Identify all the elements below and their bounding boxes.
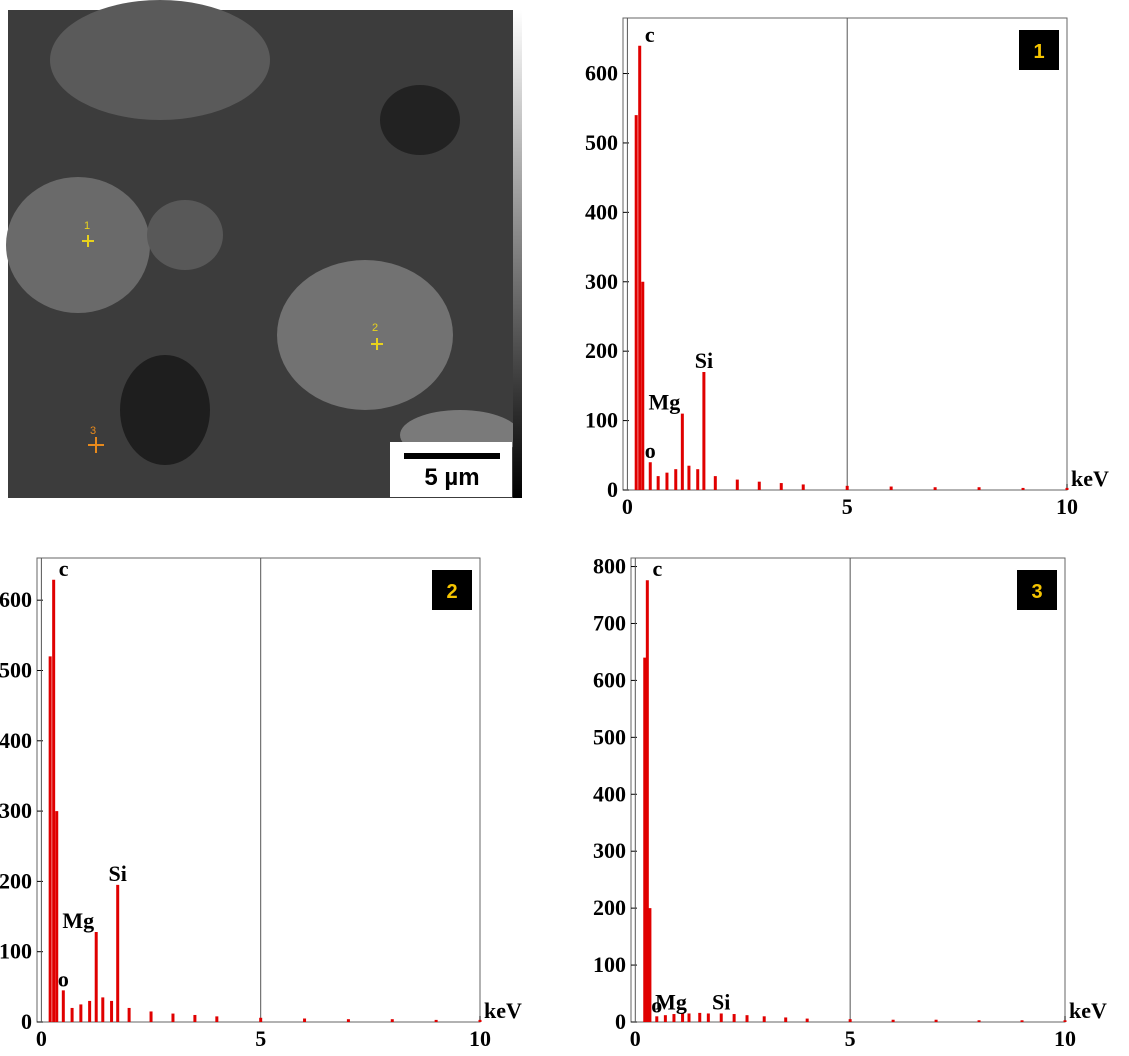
marker-label: 1 bbox=[84, 220, 90, 232]
marker-cross bbox=[88, 437, 104, 453]
peak-label: Si bbox=[109, 861, 127, 886]
y-tick-label: 300 bbox=[585, 269, 618, 294]
y-tick-label: 400 bbox=[0, 728, 32, 753]
peak-label: o bbox=[651, 992, 662, 1017]
sem-particle bbox=[277, 260, 453, 410]
y-tick-label: 400 bbox=[585, 199, 618, 224]
y-tick-label: 500 bbox=[0, 657, 32, 682]
marker-cross bbox=[82, 235, 94, 247]
panel-badge bbox=[432, 570, 472, 610]
peak-label: Si bbox=[712, 989, 730, 1014]
y-tick-label: 600 bbox=[0, 587, 32, 612]
plot-frame bbox=[36, 557, 481, 1023]
gray-scale-bar bbox=[513, 10, 522, 498]
peak-label: c bbox=[59, 556, 69, 581]
x-tick-label: 5 bbox=[255, 1026, 266, 1051]
y-tick-label: 200 bbox=[585, 338, 618, 363]
y-tick-label: 600 bbox=[585, 61, 618, 86]
x-axis-label: keV bbox=[484, 998, 522, 1023]
sem-particle bbox=[6, 177, 150, 313]
sem-image: 5 µm 1 2 3 bbox=[6, 0, 522, 498]
x-tick-label: 10 bbox=[469, 1026, 491, 1051]
y-tick-label: 300 bbox=[0, 798, 32, 823]
spectrum-panel: 0 100 200 300 400 500 600 700 800 0 5 10 keV c oMg Si 3 bbox=[593, 554, 1107, 1051]
marker-label: 3 bbox=[90, 425, 96, 437]
x-tick-label: 5 bbox=[842, 494, 853, 519]
peak-label: o bbox=[58, 966, 69, 991]
sem-particle bbox=[50, 0, 270, 120]
y-tick-label: 600 bbox=[593, 667, 626, 692]
y-tick-label: 0 bbox=[607, 477, 618, 502]
marker-cross bbox=[371, 338, 383, 350]
y-tick-label: 400 bbox=[593, 781, 626, 806]
y-tick-label: 700 bbox=[593, 610, 626, 635]
panel-badge bbox=[1019, 30, 1059, 70]
sem-particle bbox=[147, 200, 223, 270]
panel-number: 3 bbox=[1031, 581, 1042, 603]
x-tick-label: 10 bbox=[1056, 494, 1078, 519]
x-axis-label: keV bbox=[1071, 466, 1109, 491]
y-tick-label: 0 bbox=[21, 1009, 32, 1034]
panel-number: 1 bbox=[1033, 41, 1044, 63]
y-tick-label: 500 bbox=[593, 724, 626, 749]
y-tick-label: 800 bbox=[593, 554, 626, 579]
sem-pore bbox=[380, 85, 460, 155]
peak-label: Mg bbox=[648, 390, 680, 415]
panel-badge bbox=[1017, 570, 1057, 610]
plot-frame bbox=[622, 17, 1068, 491]
scale-bar-label: 5 µm bbox=[424, 464, 479, 491]
peak-label: Mg bbox=[655, 989, 687, 1014]
y-tick-label: 0 bbox=[615, 1009, 626, 1034]
peak-label: Mg bbox=[62, 908, 94, 933]
peak-label: c bbox=[652, 556, 662, 581]
peak-label: Si bbox=[695, 348, 713, 373]
y-tick-label: 100 bbox=[0, 939, 32, 964]
scale-bar-box bbox=[390, 442, 512, 497]
x-tick-label: 0 bbox=[630, 1026, 641, 1051]
peak-label: c bbox=[645, 22, 655, 47]
y-tick-label: 200 bbox=[593, 895, 626, 920]
spectrum-panel: 0 100 200 300 400 500 600 0 5 10 keV c o Mg Si 2 bbox=[0, 556, 522, 1051]
x-tick-label: 0 bbox=[36, 1026, 47, 1051]
y-tick-label: 100 bbox=[593, 952, 626, 977]
x-tick-label: 0 bbox=[622, 494, 633, 519]
markers bbox=[82, 235, 383, 453]
panel-number: 2 bbox=[446, 581, 457, 603]
y-tick-label: 200 bbox=[0, 868, 32, 893]
marker-label: 2 bbox=[372, 322, 378, 334]
x-tick-label: 10 bbox=[1054, 1026, 1076, 1051]
x-tick-label: 5 bbox=[845, 1026, 856, 1051]
plot-frame bbox=[630, 557, 1066, 1023]
y-tick-label: 500 bbox=[585, 130, 618, 155]
spectrum-panel: 0 100 200 300 400 500 600 0 5 10 keV c o Mg Si 1 bbox=[585, 17, 1109, 519]
y-tick-label: 300 bbox=[593, 838, 626, 863]
x-axis-label: keV bbox=[1069, 998, 1107, 1023]
y-tick-label: 100 bbox=[585, 408, 618, 433]
peak-label: o bbox=[645, 438, 656, 463]
sem-pore bbox=[120, 355, 210, 465]
